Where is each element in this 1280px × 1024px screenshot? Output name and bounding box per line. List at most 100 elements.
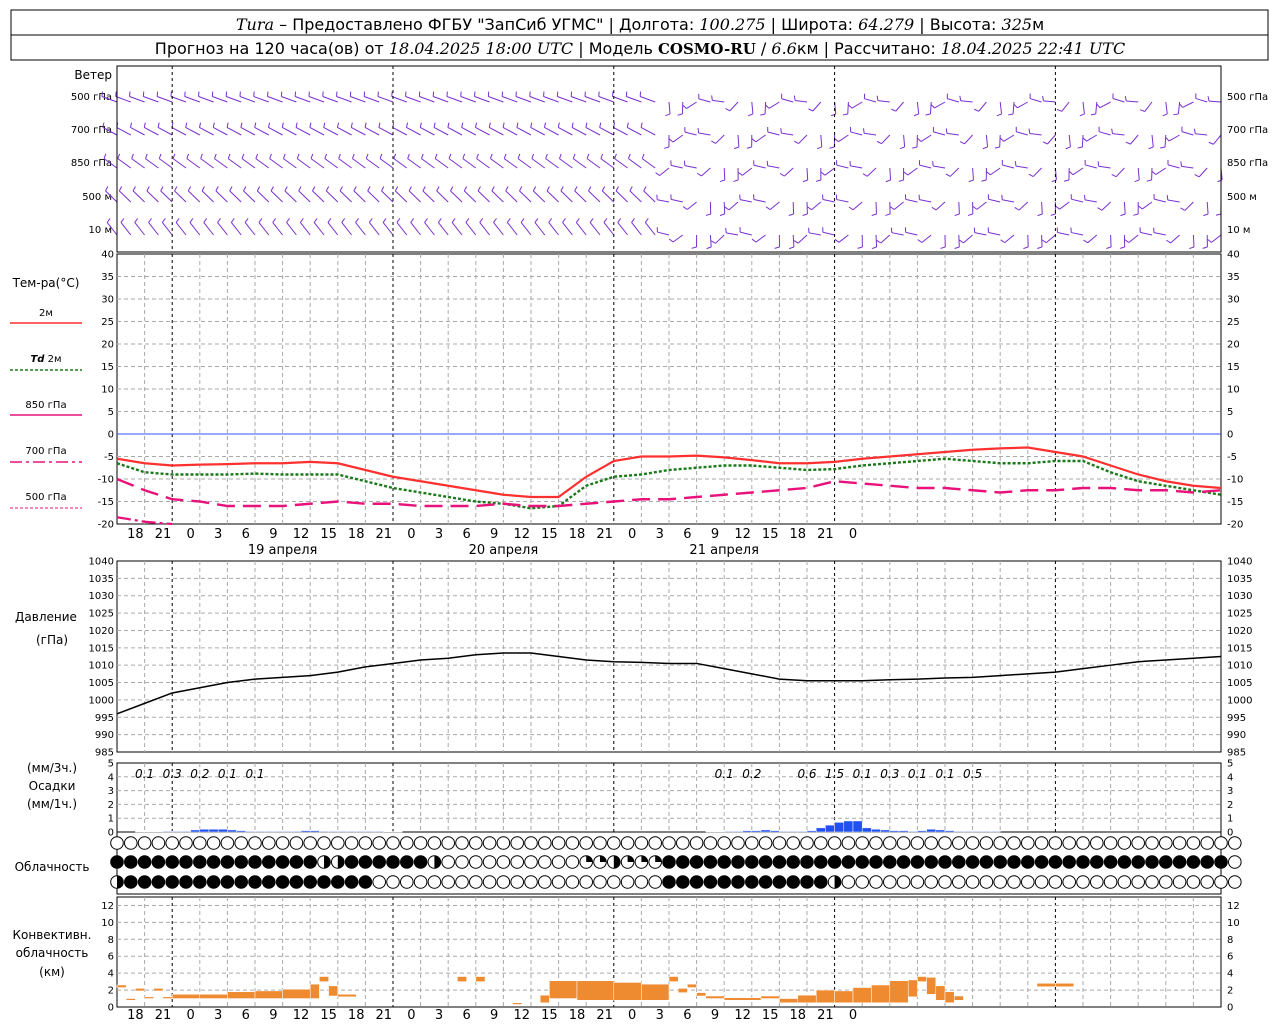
cloud-circle xyxy=(455,836,469,850)
wind-barb xyxy=(1101,201,1111,211)
wind-barb-flag xyxy=(682,104,687,109)
wind-barb xyxy=(824,167,835,176)
x-tick-label: 6 xyxy=(462,1008,470,1023)
conv-bar xyxy=(723,997,762,1001)
wind-barb xyxy=(185,127,201,136)
wind-barb xyxy=(546,190,559,203)
precip-bar xyxy=(217,828,228,833)
x-tick-label: 0 xyxy=(628,527,636,542)
wind-barb xyxy=(1084,199,1097,203)
wind-barb-flag xyxy=(857,246,863,249)
conv-bar xyxy=(779,998,799,1004)
precip-bar xyxy=(171,831,182,833)
wind-barb xyxy=(477,190,490,203)
wind-barb xyxy=(517,158,532,169)
wind-barb xyxy=(822,198,835,203)
wind-barb xyxy=(698,132,711,136)
precip-bar xyxy=(898,830,909,833)
precip-bar xyxy=(181,831,191,833)
wind-barb-flag xyxy=(940,246,946,249)
cloud-circle xyxy=(965,875,980,889)
cloud-circle xyxy=(1034,875,1049,889)
x-tick-label: 21 xyxy=(596,1008,613,1023)
precip-bar xyxy=(779,831,789,833)
conv-bar xyxy=(171,994,201,999)
temp-ytick-right: 30 xyxy=(1227,295,1240,306)
cloud-circle xyxy=(924,855,939,869)
conv-ytick-left: 4 xyxy=(108,969,114,980)
cloud-circle xyxy=(1172,875,1187,889)
wind-barb xyxy=(393,158,408,169)
x-tick-label: 9 xyxy=(490,1008,498,1023)
conv-ytick-right: 8 xyxy=(1227,935,1233,946)
wind-barb xyxy=(836,164,849,169)
wind-barb-flag xyxy=(627,153,631,159)
wind-barb-flag xyxy=(255,153,259,159)
cloud-circle xyxy=(151,836,166,850)
cloud-circle xyxy=(731,836,745,850)
wind-barb-flag xyxy=(793,95,796,101)
wind-barb-flag xyxy=(134,218,139,223)
precip-3h-label: 0.3 xyxy=(880,767,899,781)
wind-barb xyxy=(243,190,256,203)
wind-barb xyxy=(1071,198,1084,203)
wind-barb xyxy=(1098,165,1111,169)
wind-barb xyxy=(627,127,642,136)
wind-barb xyxy=(933,131,946,136)
wind-barb-flag xyxy=(834,138,839,143)
wind-barb xyxy=(157,127,173,136)
wind-barb xyxy=(1043,100,1056,103)
wind-barb xyxy=(198,96,214,103)
wind-barb xyxy=(544,127,559,136)
legend-td-label: Td 2м xyxy=(30,354,61,365)
wind-barb-flag xyxy=(862,173,868,177)
x-tick-label: 18 xyxy=(569,1008,586,1023)
cloud-circle xyxy=(869,875,883,889)
wind-barb-flag xyxy=(1065,146,1071,150)
conv-bar xyxy=(162,996,173,999)
model-res-unit: км xyxy=(797,39,819,58)
cloud-circle xyxy=(814,855,828,869)
wind-barb-flag xyxy=(834,238,840,243)
wind-barb-flag xyxy=(240,122,243,128)
cloud-circle xyxy=(1214,836,1228,850)
header-line-1: Tura – Предоставлено ФГБУ "ЗапСиб УГМС" … xyxy=(236,15,1044,34)
cloud-circle xyxy=(151,855,166,869)
wind-barb xyxy=(436,190,449,203)
wind-barb xyxy=(520,222,532,236)
cloud-label: Облачность xyxy=(15,860,90,874)
x-tick-label: 12 xyxy=(514,527,531,542)
wind-barb-flag xyxy=(1090,113,1096,116)
x-tick-label: 15 xyxy=(541,527,558,542)
cloud-circle xyxy=(1145,836,1159,850)
wind-barb xyxy=(668,101,671,114)
cloud-circle xyxy=(1145,875,1159,889)
wind-barb xyxy=(1154,198,1166,203)
precip-bar xyxy=(291,831,302,833)
cloud-half xyxy=(434,855,441,869)
x-tick-label: 15 xyxy=(320,527,337,542)
cloud-circle xyxy=(206,875,221,889)
wind-barb xyxy=(134,222,145,236)
wind-barb xyxy=(298,190,311,203)
wind-barb xyxy=(281,96,297,103)
wind-barb-flag xyxy=(106,218,111,223)
conv-bar xyxy=(144,996,155,999)
precip-3h-label: 0.1 xyxy=(245,767,264,781)
provider: Предоставлено ФГБУ "ЗапСиб УГМС" xyxy=(292,15,603,34)
precip-bar xyxy=(907,831,918,833)
wind-barb-flag xyxy=(364,122,367,128)
wind-barb-flag xyxy=(765,206,771,211)
conv-ytick-right: 0 xyxy=(1227,1003,1233,1014)
wind-barb xyxy=(543,96,559,103)
cloud-circle xyxy=(800,875,814,889)
pres-ytick-left: 1035 xyxy=(89,574,114,585)
cloud-circle xyxy=(441,836,456,850)
wind-barb xyxy=(465,222,477,236)
wind-barb xyxy=(769,201,780,211)
cloud-circle xyxy=(758,836,773,850)
wind-barb xyxy=(299,222,311,236)
conv-bar xyxy=(668,976,679,982)
temp-ytick-right: 35 xyxy=(1227,272,1240,283)
conv-ytick-left: 2 xyxy=(108,986,114,997)
